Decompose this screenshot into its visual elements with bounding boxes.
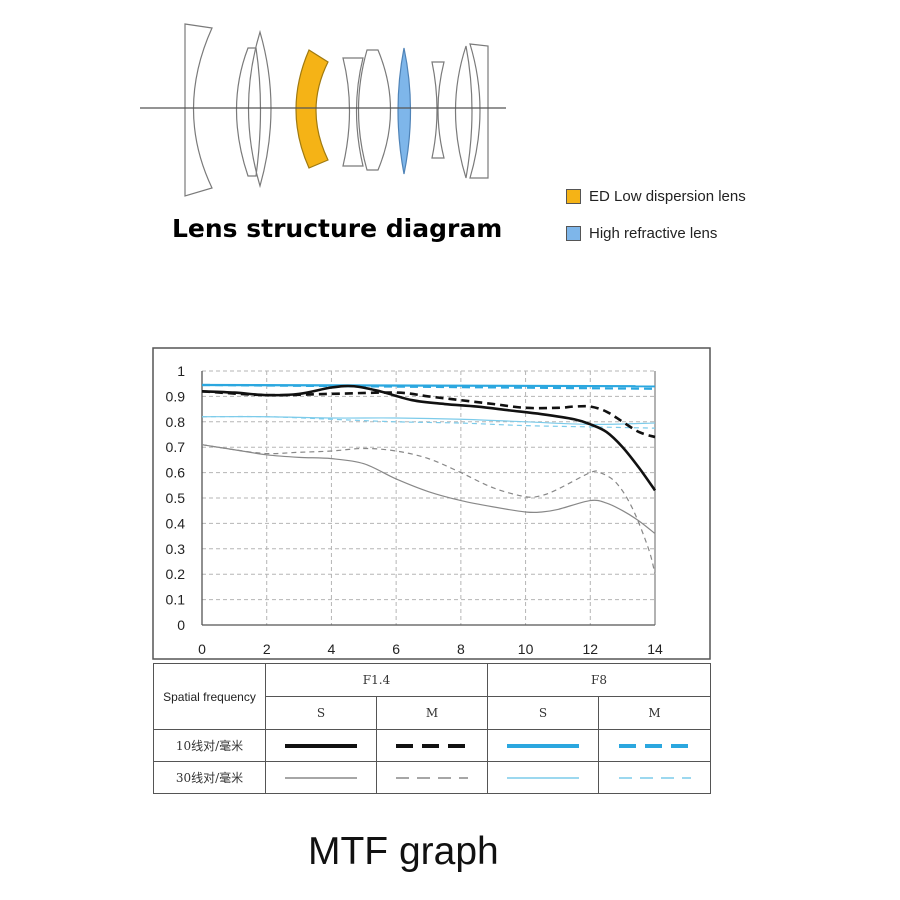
aperture-header-f8: F8 [487, 663, 712, 697]
x-tick-label: 0 [198, 641, 206, 657]
legend-label-high-refractive: High refractive lens [589, 224, 718, 242]
chart-series [201, 383, 657, 575]
y-tick-label: 0.9 [166, 388, 186, 404]
row-label-10lp: 10线对/毫米 [153, 729, 266, 762]
x-tick-label: 8 [457, 641, 465, 657]
series-line-f1-4-s-30lp [201, 444, 656, 535]
mtf-legend-table: Spatial frequency F1.4 F8 S M S M 10线对/毫… [153, 663, 712, 794]
lens-element-8 [431, 61, 445, 159]
line-sample [396, 776, 468, 779]
series-line-f8-s-10lp [201, 383, 656, 388]
sample-f8-30-s [487, 761, 600, 794]
y-tick-label: 0.1 [166, 592, 186, 608]
x-tick-label: 12 [582, 641, 598, 657]
line-sample [618, 743, 691, 748]
x-tick-label: 2 [263, 641, 271, 657]
x-tick-label: 4 [328, 641, 336, 657]
direction-header-f1-4-m: M [375, 696, 489, 730]
ed-lens-element [295, 49, 329, 169]
high-refractive-lens-element [397, 47, 412, 175]
row-label-30lp: 30线对/毫米 [153, 761, 266, 794]
line-sample [618, 776, 691, 779]
y-tick-label: 0.3 [166, 541, 186, 557]
direction-header-f8-m: M [598, 696, 712, 730]
series-line-f8-s-30lp [201, 416, 656, 425]
y-tick-label: 0.6 [166, 465, 186, 481]
lens-element-10 [469, 43, 489, 179]
lens-element-6 [357, 49, 392, 171]
mtf-graph-caption: MTF graph [308, 830, 499, 873]
y-tick-label: 1 [177, 363, 185, 379]
legend-item-ed: ED Low dispersion lens [566, 186, 746, 206]
sample-f1-4-30-s [265, 761, 377, 794]
aperture-header-f1-4: F1.4 [264, 663, 489, 697]
x-tick-label: 14 [647, 641, 663, 657]
lens-structure-diagram [140, 23, 506, 197]
spatial-frequency-header: Spatial frequency [153, 663, 266, 730]
sample-f8-10-m [598, 729, 712, 762]
lens-element-5 [342, 57, 364, 167]
series-line-f8-m-30lp [201, 415, 656, 429]
y-tick-label: 0.7 [166, 439, 186, 455]
legend-swatch-ed [566, 188, 581, 204]
line-sample [507, 776, 580, 779]
direction-header-f8-s: S [487, 696, 600, 730]
line-sample [507, 743, 580, 748]
y-tick-label: 0.4 [166, 515, 186, 531]
sample-f8-10-s [487, 729, 600, 762]
lens-element-9 [454, 45, 473, 179]
legend-swatch-high-refractive [566, 225, 581, 241]
sample-f8-30-m [598, 761, 712, 794]
y-tick-label: 0.5 [166, 490, 186, 506]
chart-frame [152, 347, 711, 660]
series-line-f1-4-m-10lp [201, 390, 656, 439]
y-tick-label: 0.2 [166, 566, 186, 582]
lens-element-1 [184, 23, 213, 197]
series-line-f1-4-s-10lp [201, 384, 657, 492]
sample-f1-4-30-m [375, 761, 489, 794]
y-tick-label: 0 [177, 617, 185, 633]
lens-diagram-title: Lens structure diagram [172, 214, 503, 243]
x-tick-label: 6 [392, 641, 400, 657]
line-sample [285, 743, 357, 748]
series-line-f8-m-10lp [201, 383, 656, 390]
y-tick-label: 0.8 [166, 414, 186, 430]
line-sample [396, 743, 468, 748]
line-sample [285, 776, 357, 779]
sample-f1-4-10-s [265, 729, 377, 762]
lens-element-3 [247, 29, 272, 189]
series-line-f1-4-m-30lp [201, 444, 656, 575]
legend-item-high-refractive: High refractive lens [566, 223, 717, 243]
direction-header-f1-4-s: S [265, 696, 377, 730]
x-tick-label: 10 [518, 641, 534, 657]
legend-label-ed: ED Low dispersion lens [589, 187, 746, 205]
lens-element-2 [235, 47, 262, 177]
chart-ticks: 00.10.20.30.40.50.60.70.80.910 2 4 6 8 10 12 14 [166, 363, 663, 657]
sample-f1-4-10-m [375, 729, 489, 762]
